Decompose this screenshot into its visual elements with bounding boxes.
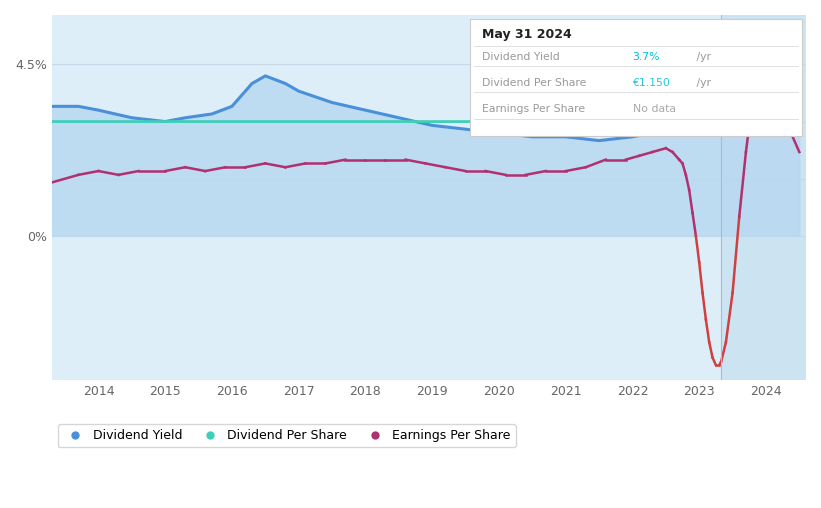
Text: May 31 2024: May 31 2024 <box>482 28 571 41</box>
Text: 3.7%: 3.7% <box>632 51 660 61</box>
Text: No data: No data <box>632 104 676 114</box>
Text: Earnings Per Share: Earnings Per Share <box>482 104 585 114</box>
Text: Dividend Yield: Dividend Yield <box>482 51 559 61</box>
FancyBboxPatch shape <box>470 19 802 136</box>
Text: /yr: /yr <box>693 51 711 61</box>
Bar <box>721 15 806 380</box>
Legend: Dividend Yield, Dividend Per Share, Earnings Per Share: Dividend Yield, Dividend Per Share, Earn… <box>58 424 516 447</box>
Text: /yr: /yr <box>693 78 711 88</box>
Text: Past: Past <box>725 60 749 71</box>
Text: €1.150: €1.150 <box>632 78 671 88</box>
Text: Dividend Per Share: Dividend Per Share <box>482 78 586 88</box>
